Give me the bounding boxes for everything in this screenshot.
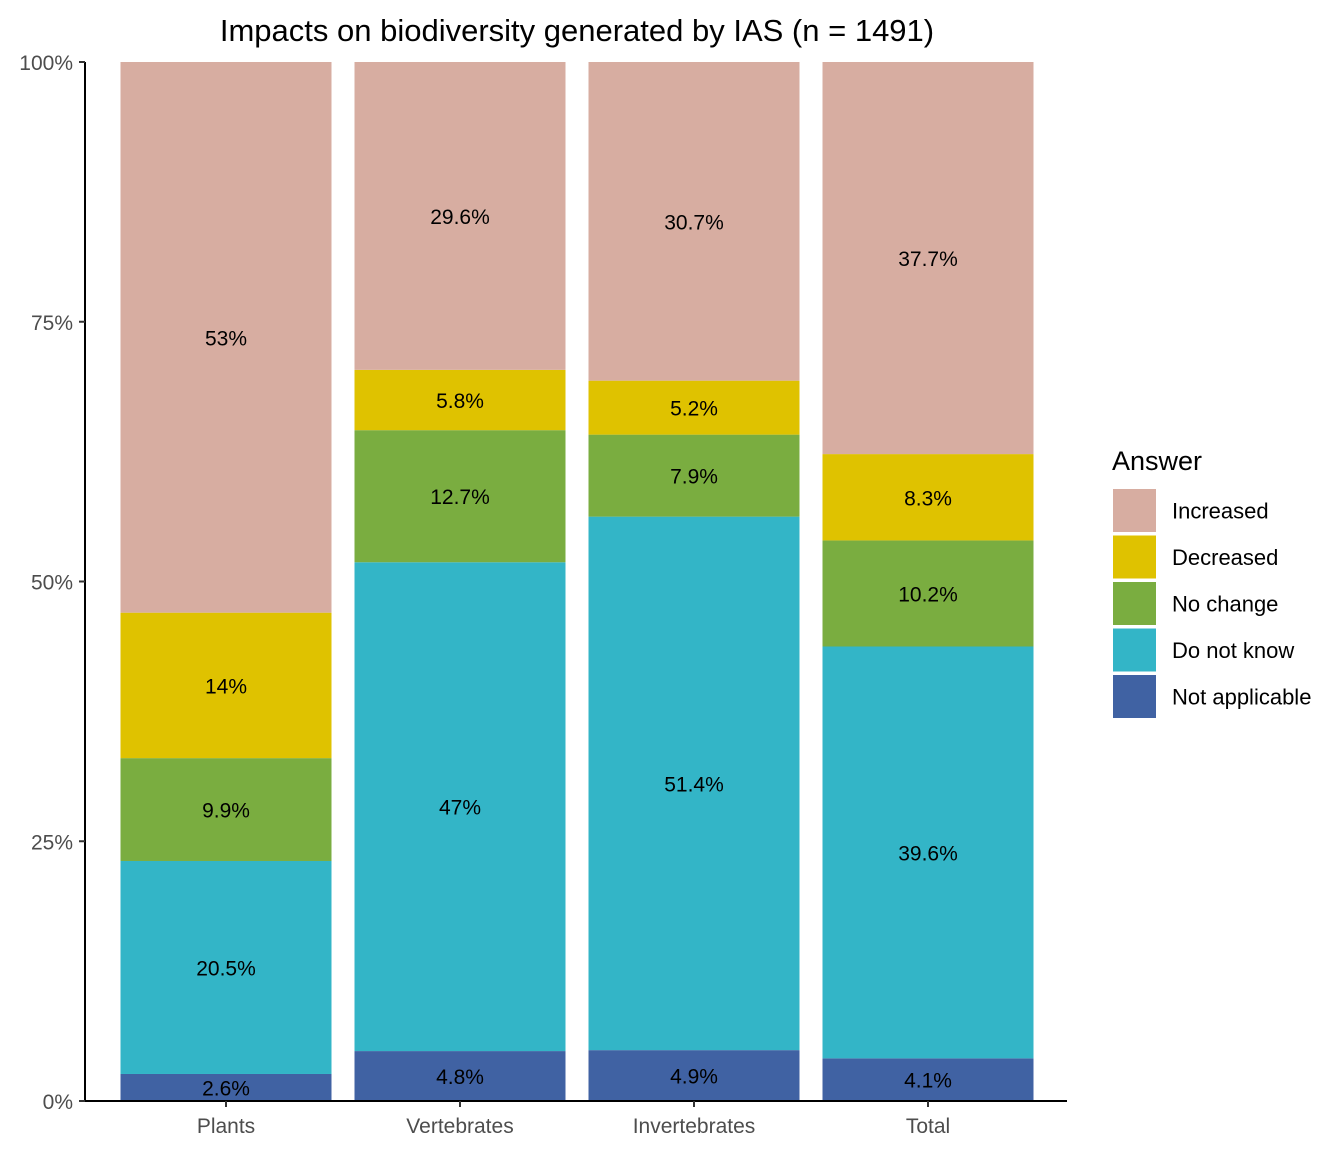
bar-plants-no-change <box>120 758 332 861</box>
data-label-invertebrates-do-not-know: 51.4% <box>664 773 724 796</box>
bar-invertebrates-not-applicable <box>588 1050 800 1101</box>
data-label-total-no-change: 10.2% <box>898 583 958 606</box>
bar-vertebrates-not-applicable <box>354 1051 566 1101</box>
bar-plants-increased <box>120 62 332 613</box>
legend-key-no-change <box>1113 582 1156 625</box>
bar-plants-decreased <box>120 612 332 759</box>
bar-vertebrates-no-change <box>354 430 566 563</box>
x-tick-label: Plants <box>197 1115 255 1138</box>
x-tick-label: Total <box>906 1115 950 1138</box>
legend-key-decreased <box>1113 535 1156 579</box>
bars-layer <box>120 62 1034 1101</box>
data-label-total-do-not-know: 39.6% <box>898 842 958 865</box>
data-label-plants-increased: 53% <box>205 327 247 350</box>
bar-total-not-applicable <box>822 1058 1034 1101</box>
data-label-vertebrates-no-change: 12.7% <box>430 486 490 509</box>
y-tick-label: 50% <box>31 572 73 595</box>
legend-key-do-not-know <box>1113 628 1156 672</box>
data-label-plants-do-not-know: 20.5% <box>196 957 256 980</box>
legend-label-not-applicable: Not applicable <box>1172 685 1311 710</box>
chart-title: Impacts on biodiversity generated by IAS… <box>220 13 934 48</box>
legend-key-increased <box>1113 489 1156 532</box>
data-label-invertebrates-no-change: 7.9% <box>670 466 718 489</box>
bar-total-increased <box>822 62 1034 455</box>
bar-total-decreased <box>822 454 1034 541</box>
bar-invertebrates-increased <box>588 62 800 381</box>
legend-label-no-change: No change <box>1172 592 1278 617</box>
data-label-vertebrates-decreased: 5.8% <box>436 390 484 413</box>
y-tick-label: 0% <box>43 1091 73 1114</box>
data-label-plants-not-applicable: 2.6% <box>202 1077 250 1100</box>
data-label-vertebrates-not-applicable: 4.8% <box>436 1066 484 1089</box>
y-tick-label: 75% <box>31 312 73 335</box>
data-label-invertebrates-not-applicable: 4.9% <box>670 1066 718 1089</box>
bar-invertebrates-decreased <box>588 380 800 435</box>
data-label-vertebrates-do-not-know: 47% <box>439 797 481 820</box>
legend-label-decreased: Decreased <box>1172 545 1278 570</box>
legend-label-increased: Increased <box>1172 499 1269 524</box>
data-label-plants-decreased: 14% <box>205 675 247 698</box>
bar-vertebrates-increased <box>354 62 566 370</box>
data-label-total-not-applicable: 4.1% <box>904 1070 952 1093</box>
legend: Answer Increased Decreased No change Do not… <box>1112 446 1311 718</box>
legend-title: Answer <box>1112 446 1202 476</box>
legend-label-do-not-know: Do not know <box>1172 638 1294 663</box>
bar-vertebrates-do-not-know <box>354 562 566 1052</box>
bar-total-do-not-know <box>822 646 1034 1059</box>
data-label-vertebrates-increased: 29.6% <box>430 206 490 229</box>
bar-plants-do-not-know <box>120 860 332 1074</box>
axes-layer: 0% 25% 50% 75% 100% Plants Vertebrates Inverteb… <box>19 52 1067 1138</box>
legend-key-not-applicable <box>1113 675 1156 718</box>
bar-invertebrates-do-not-know <box>588 516 800 1051</box>
data-label-invertebrates-increased: 30.7% <box>664 211 724 234</box>
y-tick-label: 25% <box>31 831 73 854</box>
bar-invertebrates-no-change <box>588 434 800 517</box>
x-tick-label: Invertebrates <box>633 1115 756 1138</box>
y-tick-label: 100% <box>19 52 73 75</box>
data-labels-layer: 2.6% 20.5% 9.9% 14% 53% 4.8% 47% 12.7% 5.8% 29.6%… <box>196 206 958 1101</box>
data-label-total-increased: 37.7% <box>898 248 958 271</box>
data-label-total-decreased: 8.3% <box>904 487 952 510</box>
data-label-plants-no-change: 9.9% <box>202 800 250 823</box>
bar-total-no-change <box>822 540 1034 647</box>
bar-vertebrates-decreased <box>354 369 566 431</box>
data-label-invertebrates-decreased: 5.2% <box>670 398 718 421</box>
bar-plants-not-applicable <box>120 1073 332 1101</box>
x-tick-label: Vertebrates <box>406 1115 513 1138</box>
